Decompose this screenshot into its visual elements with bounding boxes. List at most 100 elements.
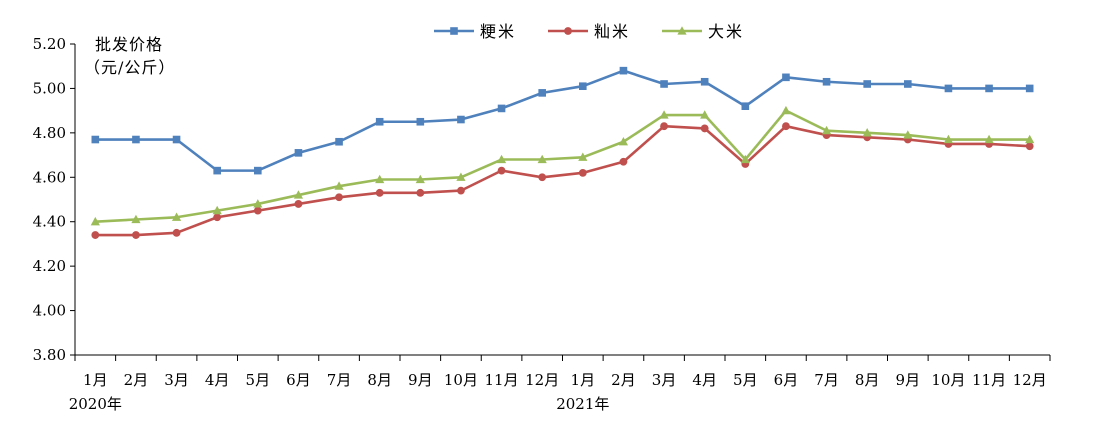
data-point — [294, 149, 303, 157]
y-tick-label: 4.00 — [33, 302, 66, 320]
data-point — [335, 137, 343, 146]
data-point — [538, 173, 547, 182]
year-label: 2020年 — [69, 395, 122, 413]
data-point — [213, 166, 221, 175]
data-point — [132, 135, 140, 144]
data-point — [741, 102, 750, 110]
x-tick-label: 7月 — [327, 371, 352, 389]
data-point — [497, 104, 506, 113]
data-point — [171, 212, 182, 221]
data-point — [538, 89, 546, 97]
legend-item: 粳米 — [434, 22, 516, 41]
data-point — [578, 168, 587, 177]
data-point — [1025, 134, 1035, 144]
legend-label: 粳米 — [480, 22, 516, 41]
x-tick-label: 5月 — [733, 371, 758, 389]
x-tick-label: 11月 — [485, 371, 519, 389]
x-tick-label: 12月 — [525, 371, 559, 389]
data-point — [457, 115, 465, 124]
data-point — [254, 166, 262, 175]
series-3 — [90, 105, 1035, 226]
data-point — [91, 231, 100, 239]
x-tick-label: 10月 — [931, 371, 965, 389]
series-1 — [91, 66, 1034, 175]
data-point — [619, 66, 628, 75]
series-line — [95, 69, 1030, 172]
data-point — [375, 117, 384, 126]
data-point — [781, 105, 791, 115]
legend-item: 籼米 — [548, 22, 630, 41]
data-point — [335, 193, 343, 202]
data-point — [415, 174, 425, 184]
data-point — [456, 172, 466, 181]
data-point — [660, 80, 668, 88]
x-tick-label: 1月 — [83, 371, 108, 389]
series-2 — [91, 122, 1034, 239]
y-tick-label: 3.80 — [33, 346, 66, 364]
data-point — [497, 166, 506, 175]
x-tick-label: 11月 — [972, 371, 1006, 389]
x-tick-label: 5月 — [246, 371, 271, 389]
data-point — [821, 125, 832, 135]
x-tick-label: 9月 — [896, 371, 921, 389]
y-tick-label: 5.20 — [33, 35, 66, 53]
data-point — [172, 228, 181, 237]
data-point — [660, 122, 668, 131]
y-axis-title-line2: （元/公斤） — [84, 58, 175, 77]
data-point — [537, 154, 547, 164]
data-point — [700, 110, 710, 119]
x-tick-label: 6月 — [774, 371, 799, 389]
data-point — [293, 190, 304, 199]
data-point — [984, 134, 994, 144]
data-point — [90, 216, 100, 226]
data-point — [863, 80, 871, 88]
legend-item: 大米 — [662, 22, 744, 41]
data-point — [131, 214, 141, 224]
data-point — [1025, 84, 1034, 93]
data-point — [334, 181, 344, 190]
data-point — [579, 82, 587, 91]
data-point — [619, 157, 628, 166]
data-point — [132, 231, 140, 239]
legend-label: 大米 — [708, 22, 744, 41]
x-tick-label: 1月 — [571, 371, 596, 389]
y-tick-label: 4.40 — [33, 213, 66, 231]
data-point — [578, 152, 588, 161]
y-tick-label: 5.00 — [33, 79, 66, 97]
x-tick-label: 4月 — [205, 371, 230, 389]
data-point — [985, 84, 993, 93]
y-axis-title: 批发价格 （元/公斤） — [84, 35, 175, 77]
data-point — [1025, 142, 1034, 151]
axes: 3.80 4.00 4.20 4.40 4.60 4.80 5.00 5.20 1月 2月 3月 4月… — [33, 35, 1051, 413]
legend-marker — [677, 26, 687, 35]
legend-label: 籼米 — [594, 22, 630, 41]
data-point — [782, 73, 790, 82]
x-tick-label: 2月 — [611, 371, 636, 389]
x-tick-label: 2月 — [124, 371, 149, 389]
data-point — [212, 205, 222, 215]
x-tick-label: 12月 — [1013, 371, 1047, 389]
x-tick-label: 3月 — [652, 371, 677, 389]
data-point — [618, 136, 629, 146]
data-point — [862, 128, 872, 137]
data-point — [822, 77, 831, 86]
data-point — [213, 213, 222, 222]
x-tick-label: 7月 — [814, 371, 839, 389]
y-axis-title-line1: 批发价格 — [95, 35, 163, 54]
series-line — [95, 109, 1030, 224]
data-point — [944, 84, 953, 93]
data-point — [375, 188, 384, 197]
y-tick-label: 4.80 — [33, 124, 66, 142]
series-line — [95, 124, 1030, 237]
x-tick-label: 8月 — [367, 371, 392, 389]
data-point — [172, 135, 181, 144]
legend-marker — [564, 27, 572, 35]
data-point — [253, 206, 262, 215]
data-point — [782, 122, 790, 131]
data-point — [294, 200, 303, 208]
x-tick-label: 3月 — [164, 371, 189, 389]
data-point — [904, 80, 912, 88]
x-tick-label: 6月 — [286, 371, 311, 389]
x-tick-label: 10月 — [444, 371, 478, 389]
